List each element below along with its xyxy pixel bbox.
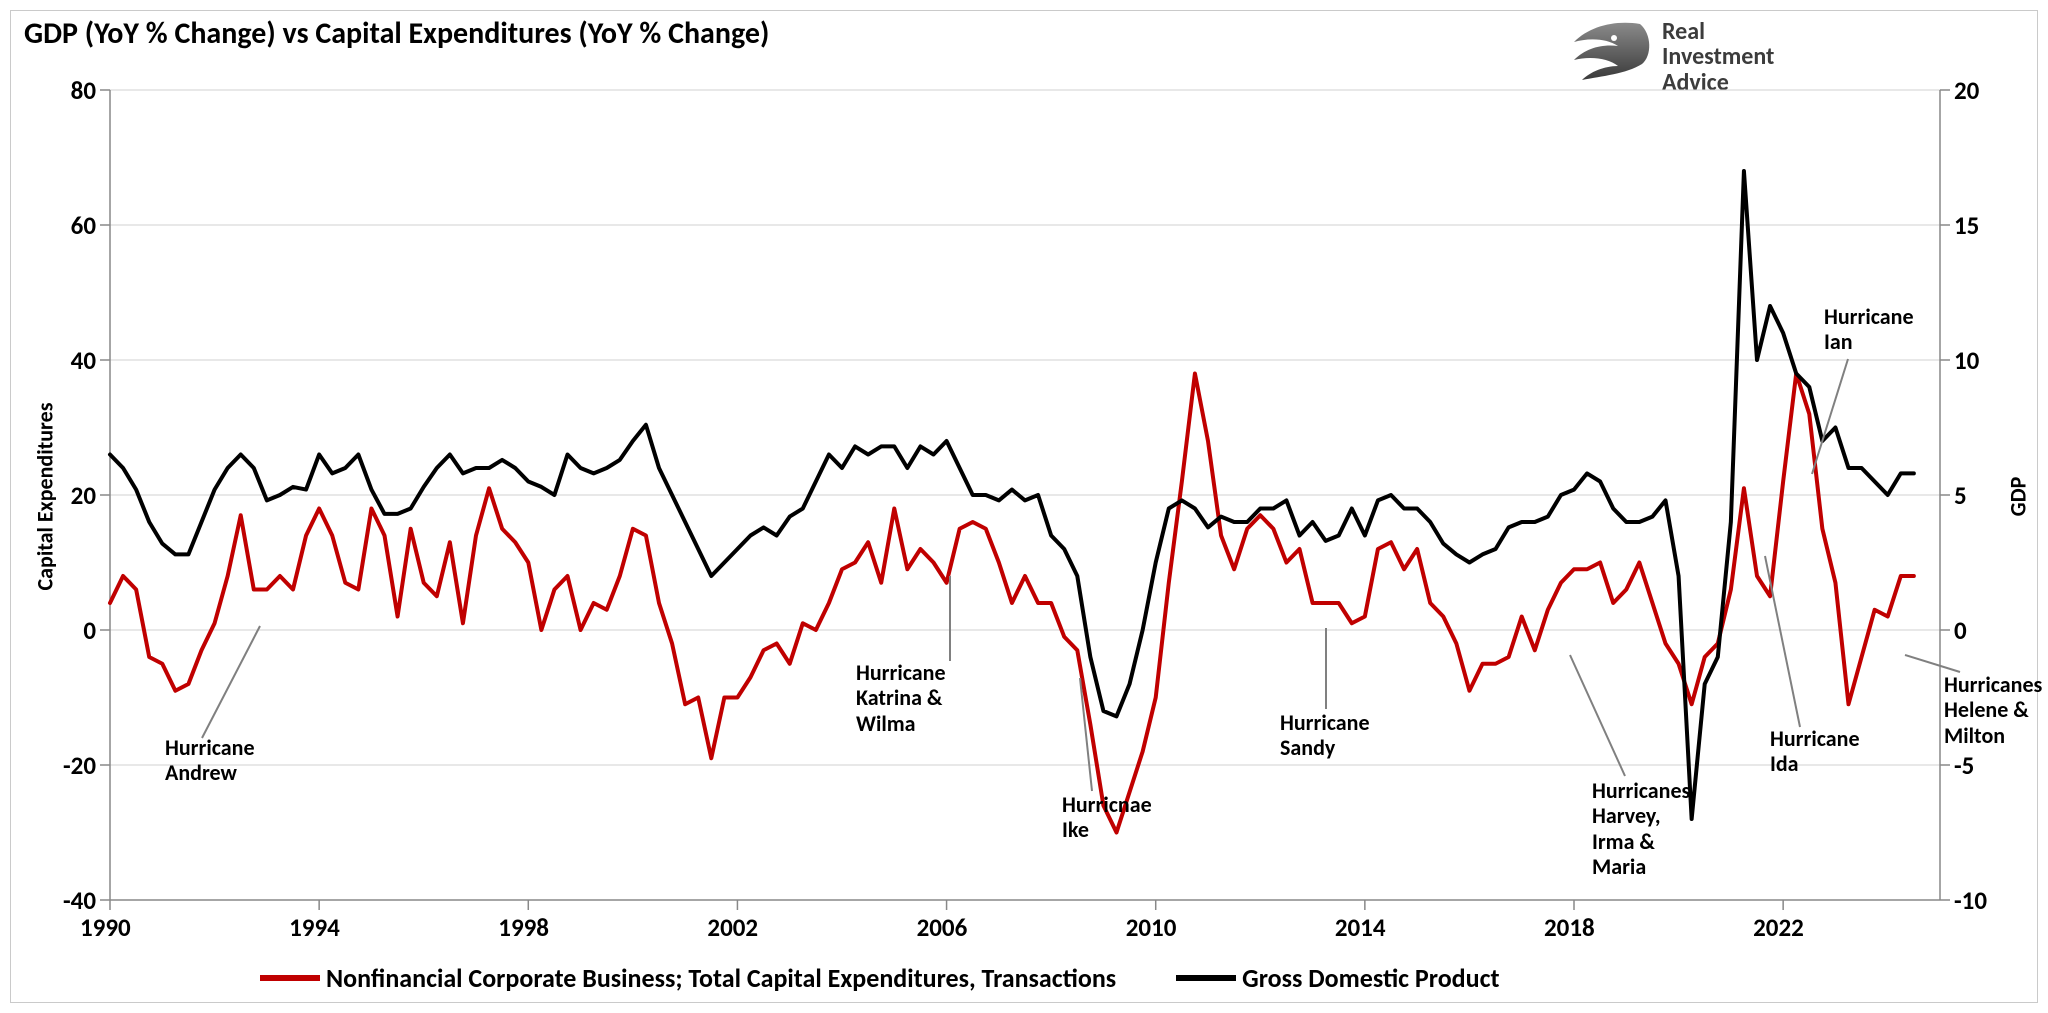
ytick-right: -10 [1954, 885, 1987, 916]
annotation-andrew: HurricaneAndrew [165, 735, 255, 786]
xtick: 2010 [1126, 912, 1177, 943]
legend: Nonfinancial Corporate Business; Total C… [260, 962, 1499, 994]
ytick-left: 20 [71, 480, 96, 511]
legend-swatch-capex [260, 975, 320, 981]
ytick-right: 0 [1954, 615, 1967, 646]
legend-label-gdp: Gross Domestic Product [1242, 962, 1499, 994]
ytick-left: 40 [71, 345, 96, 376]
annotation-sandy: HurricaneSandy [1280, 710, 1370, 761]
annotation-ike: HurricnaeIke [1062, 792, 1152, 843]
xtick: 2014 [1335, 912, 1386, 943]
ytick-left: -20 [63, 750, 96, 781]
ytick-right: 15 [1954, 210, 1979, 241]
xtick: 1998 [498, 912, 549, 943]
annotation-helene: HurricanesHelene &Milton [1944, 672, 2042, 748]
ytick-left: 0 [83, 615, 96, 646]
chart-svg [0, 0, 2048, 1013]
annotation-ian: HurricaneIan [1824, 304, 1914, 355]
ytick-right: 20 [1954, 75, 1979, 106]
ytick-left: 80 [71, 75, 96, 106]
annotation-ida: HurricaneIda [1770, 726, 1860, 777]
xtick: 2002 [707, 912, 758, 943]
ytick-right: 5 [1954, 480, 1967, 511]
legend-item-capex: Nonfinancial Corporate Business; Total C… [260, 962, 1116, 994]
legend-item-gdp: Gross Domestic Product [1176, 962, 1499, 994]
xtick: 2022 [1753, 912, 1804, 943]
annotation-katrina: HurricaneKatrina &Wilma [856, 660, 946, 736]
ytick-left: 60 [71, 210, 96, 241]
legend-label-capex: Nonfinancial Corporate Business; Total C… [326, 962, 1116, 994]
annotation-harvey: HurricanesHarvey,Irma &Maria [1592, 778, 1690, 879]
ytick-right: -5 [1954, 750, 1974, 781]
xtick: 1994 [289, 912, 340, 943]
ytick-right: 10 [1954, 345, 1979, 376]
xtick: 1990 [80, 912, 131, 943]
xtick: 2018 [1544, 912, 1595, 943]
legend-swatch-gdp [1176, 975, 1236, 981]
xtick: 2006 [917, 912, 968, 943]
